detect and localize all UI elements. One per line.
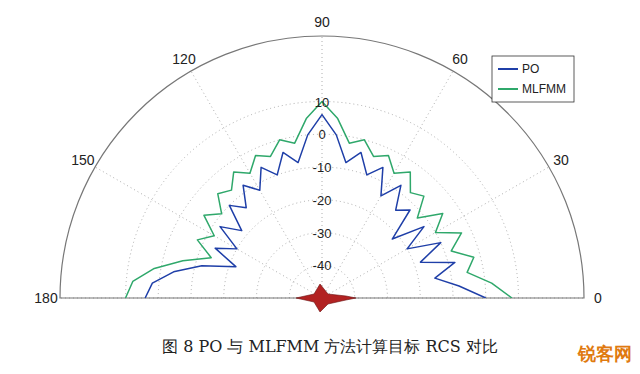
radial-tick-label: -40 bbox=[313, 258, 332, 273]
radial-tick-label: 10 bbox=[315, 95, 329, 110]
radial-grid-line bbox=[224, 200, 421, 298]
grid bbox=[60, 36, 584, 298]
legend: PO MLFMM bbox=[492, 56, 574, 102]
angle-tick-label: 150 bbox=[71, 152, 95, 168]
angle-tick-label: 0 bbox=[594, 290, 602, 306]
plot-area bbox=[126, 102, 512, 299]
legend-label: MLFMM bbox=[522, 82, 566, 96]
angle-tick-label: 180 bbox=[34, 290, 58, 306]
angle-tick-label: 60 bbox=[452, 51, 468, 67]
angle-grid-line bbox=[95, 167, 322, 298]
radial-grid-line bbox=[191, 167, 453, 298]
angle-tick-label: 90 bbox=[314, 14, 330, 30]
radial-tick-label: -30 bbox=[313, 226, 332, 241]
radial-tick-label: 0 bbox=[318, 127, 325, 142]
axis-frame bbox=[60, 36, 584, 298]
radial-tick-label: -20 bbox=[313, 193, 332, 208]
chart: 0 30 60 90 120 150 180 -40 -30 -20 -10 0 10 PO MLFMM 图 … bbox=[0, 0, 640, 374]
legend-swatch bbox=[498, 88, 518, 90]
series-line bbox=[145, 115, 486, 298]
radial-tick-label: -10 bbox=[313, 160, 332, 175]
target-icon bbox=[296, 284, 356, 312]
angle-grid-line bbox=[322, 71, 453, 298]
annotation: 锐客网 bbox=[577, 344, 632, 364]
chart-title: 图 8 PO 与 MLFMM 方法计算目标 RCS 对比 bbox=[162, 337, 498, 356]
radial-grid-line bbox=[126, 102, 519, 299]
angle-tick-label: 120 bbox=[172, 51, 196, 67]
legend-label: PO bbox=[522, 62, 539, 76]
angle-grid-line bbox=[191, 71, 322, 298]
series-line bbox=[126, 102, 512, 299]
angle-tick-label: 30 bbox=[553, 152, 569, 168]
legend-swatch bbox=[498, 68, 518, 70]
legend-box bbox=[492, 56, 574, 102]
